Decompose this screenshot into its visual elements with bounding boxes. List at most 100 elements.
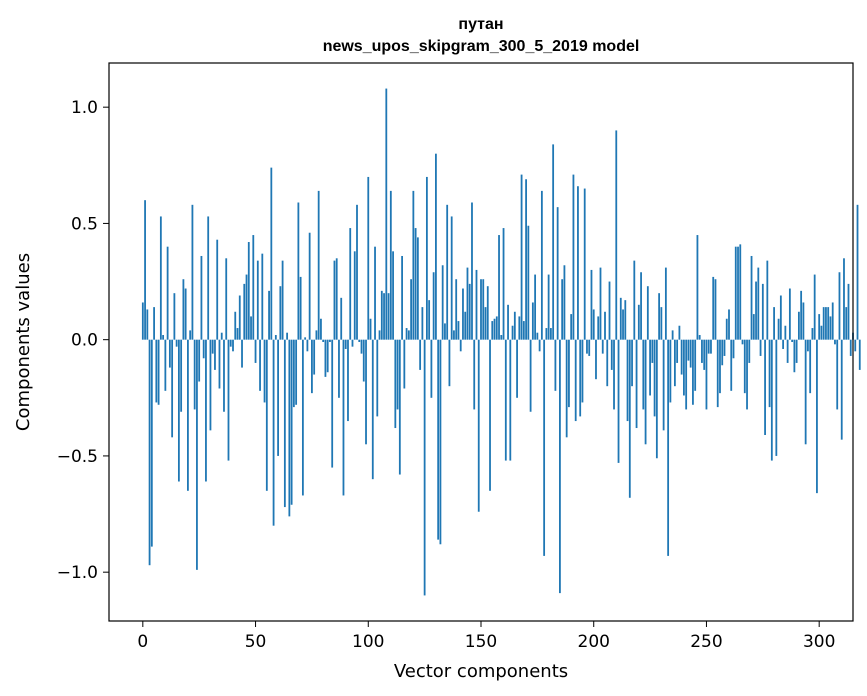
bar xyxy=(484,307,487,340)
bar xyxy=(504,339,507,461)
bar xyxy=(473,339,476,410)
bar xyxy=(683,339,685,396)
bar xyxy=(572,174,575,340)
bar xyxy=(721,339,724,366)
bar xyxy=(441,265,444,340)
bar xyxy=(606,339,609,387)
bar xyxy=(245,274,248,340)
bar xyxy=(552,144,555,340)
bar xyxy=(561,279,564,340)
bar xyxy=(622,309,624,340)
bar xyxy=(540,190,543,340)
bar xyxy=(416,237,419,340)
bar xyxy=(831,302,834,340)
bar xyxy=(164,339,167,391)
bar xyxy=(430,339,433,398)
bar xyxy=(678,325,681,340)
bar xyxy=(597,316,600,340)
bar xyxy=(414,228,417,340)
bar xyxy=(685,339,688,410)
bar xyxy=(642,339,645,410)
bar xyxy=(202,339,205,359)
bar xyxy=(421,307,424,340)
plot-frame xyxy=(108,62,854,622)
x-tick-label: 250 xyxy=(690,632,722,652)
bar xyxy=(509,339,512,461)
bar xyxy=(480,279,482,340)
bar xyxy=(405,328,408,340)
y-tick-label: −0.5 xyxy=(57,447,98,467)
bar xyxy=(712,276,715,340)
bar xyxy=(599,267,602,340)
bar xyxy=(613,339,615,410)
bar xyxy=(703,339,706,370)
bar xyxy=(502,228,505,340)
bar xyxy=(141,302,144,340)
bar xyxy=(777,318,780,340)
bar xyxy=(694,339,697,391)
bar xyxy=(277,339,279,456)
bar xyxy=(153,307,155,340)
bar xyxy=(732,339,735,359)
bar xyxy=(752,314,755,340)
bar xyxy=(493,318,496,340)
bar xyxy=(637,304,640,340)
bar xyxy=(351,339,354,347)
bar xyxy=(274,335,277,340)
bar xyxy=(757,267,760,340)
bar xyxy=(290,339,293,505)
bar xyxy=(766,260,769,340)
bar xyxy=(640,272,642,340)
bar xyxy=(423,339,426,596)
bar xyxy=(793,339,796,373)
bar xyxy=(385,88,388,340)
bar xyxy=(193,339,196,410)
bar xyxy=(211,339,214,354)
bar xyxy=(283,339,286,508)
bar xyxy=(773,307,775,340)
bar xyxy=(500,335,503,340)
bar xyxy=(568,339,570,408)
bar xyxy=(450,216,453,340)
y-tick-label: −1.0 xyxy=(57,563,98,583)
bar xyxy=(320,318,322,340)
bar xyxy=(311,339,313,394)
bar xyxy=(340,297,343,340)
bar xyxy=(238,295,241,340)
bar xyxy=(588,339,591,356)
bar xyxy=(356,204,358,340)
bar xyxy=(547,274,550,340)
bar xyxy=(329,339,331,342)
bar xyxy=(394,339,397,429)
bar xyxy=(252,235,255,340)
bar xyxy=(719,339,721,394)
x-tick-label: 300 xyxy=(803,632,835,652)
bar xyxy=(225,258,228,340)
bar xyxy=(676,339,679,363)
bar xyxy=(511,325,514,340)
bar xyxy=(324,339,327,377)
bar xyxy=(770,339,773,461)
bar xyxy=(196,339,198,570)
bar xyxy=(687,339,690,361)
bar xyxy=(664,267,667,340)
bar xyxy=(586,339,588,354)
bar xyxy=(259,339,261,391)
bar xyxy=(205,339,207,482)
bar xyxy=(471,202,473,340)
bar xyxy=(144,200,146,340)
bar xyxy=(660,307,663,340)
bar xyxy=(270,167,273,340)
bar xyxy=(166,246,169,340)
bar xyxy=(847,283,850,340)
bar xyxy=(829,316,832,340)
bar xyxy=(304,337,307,340)
bar xyxy=(827,307,830,340)
bar xyxy=(335,258,338,340)
bar xyxy=(750,255,753,340)
bar xyxy=(279,286,282,340)
bar xyxy=(549,328,552,340)
bar xyxy=(342,339,345,496)
bar xyxy=(662,339,665,431)
